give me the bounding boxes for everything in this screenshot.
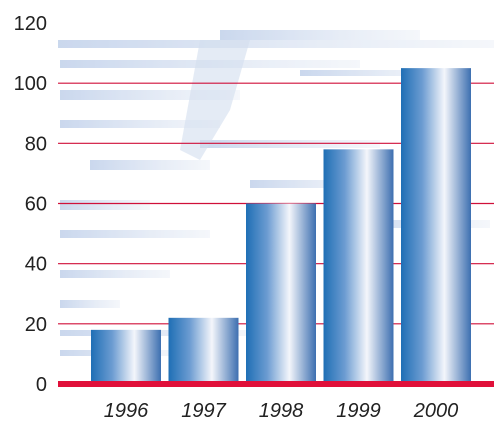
x-tick-label-1998: 1998 (259, 400, 304, 422)
watermark-stripe (300, 70, 450, 76)
x-tick-label-1999: 1999 (336, 400, 381, 422)
watermark-stripe (250, 180, 370, 188)
x-axis-category-labels: 1996 1997 1998 1999 2000 (104, 400, 459, 422)
watermark-stripe (60, 230, 210, 238)
x-tick-label-1996: 1996 (104, 400, 149, 422)
y-tick-label-60: 60 (25, 194, 47, 216)
baseline (58, 381, 494, 387)
watermark-stripe (60, 200, 150, 210)
watermark-stripe (60, 270, 170, 278)
y-tick-label-80: 80 (25, 133, 47, 155)
watermark-shape (180, 40, 250, 160)
watermark-stripe (200, 140, 380, 148)
watermark-stripe (60, 90, 240, 100)
bar-1996 (91, 329, 161, 384)
y-tick-label-40: 40 (25, 254, 47, 276)
x-tick-label-1997: 1997 (181, 400, 226, 422)
watermark-stripe (60, 60, 360, 68)
watermark-stripe (90, 160, 210, 170)
watermark-stripe (58, 40, 494, 48)
bar-1999 (323, 149, 394, 384)
y-tick-label-20: 20 (25, 314, 47, 336)
bars (91, 68, 471, 384)
bar-1997 (168, 317, 239, 384)
y-tick-label-100: 100 (14, 73, 47, 95)
y-tick-label-0: 0 (36, 374, 47, 396)
y-tick-label-120: 120 (14, 13, 47, 35)
watermark-stripe (60, 300, 120, 308)
watermark-stripe (60, 120, 220, 128)
y-axis-tick-labels: 0 20 40 60 80 100 120 (14, 13, 47, 396)
x-tick-label-2000: 2000 (413, 400, 459, 422)
bar-2000 (401, 68, 471, 384)
watermark-stripe (220, 30, 420, 40)
bar-1998 (246, 203, 316, 384)
